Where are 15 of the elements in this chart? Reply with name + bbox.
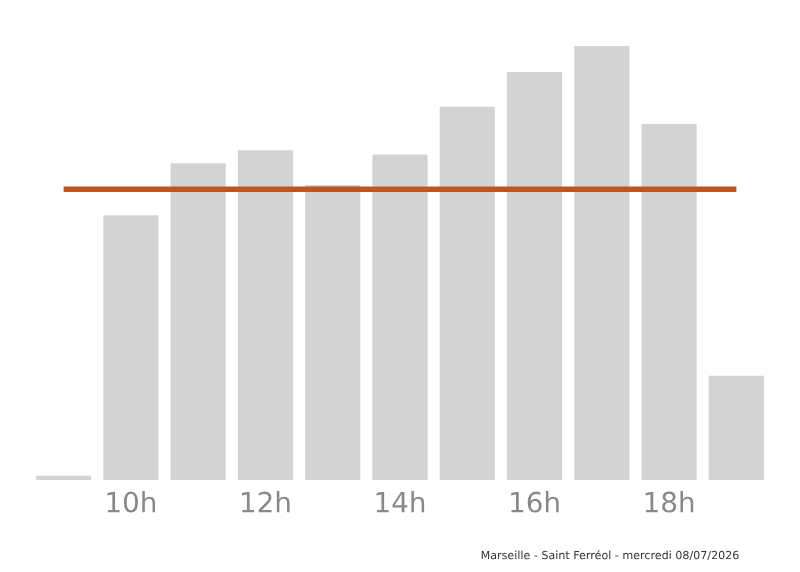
bar bbox=[103, 215, 159, 480]
bar bbox=[305, 184, 361, 480]
x-tick-label: 18h bbox=[645, 491, 694, 513]
bar bbox=[506, 72, 563, 480]
bar bbox=[237, 150, 294, 480]
bar bbox=[641, 124, 697, 480]
bar bbox=[372, 154, 428, 480]
bar bbox=[439, 106, 495, 480]
bar bbox=[170, 163, 226, 480]
x-tick-label: 16h bbox=[511, 491, 559, 513]
x-tick-label: 10h bbox=[107, 491, 156, 513]
bar bbox=[574, 46, 630, 480]
x-tick-label: 14h bbox=[376, 491, 425, 513]
bar bbox=[708, 375, 764, 480]
x-tick-label: 12h bbox=[242, 491, 290, 513]
